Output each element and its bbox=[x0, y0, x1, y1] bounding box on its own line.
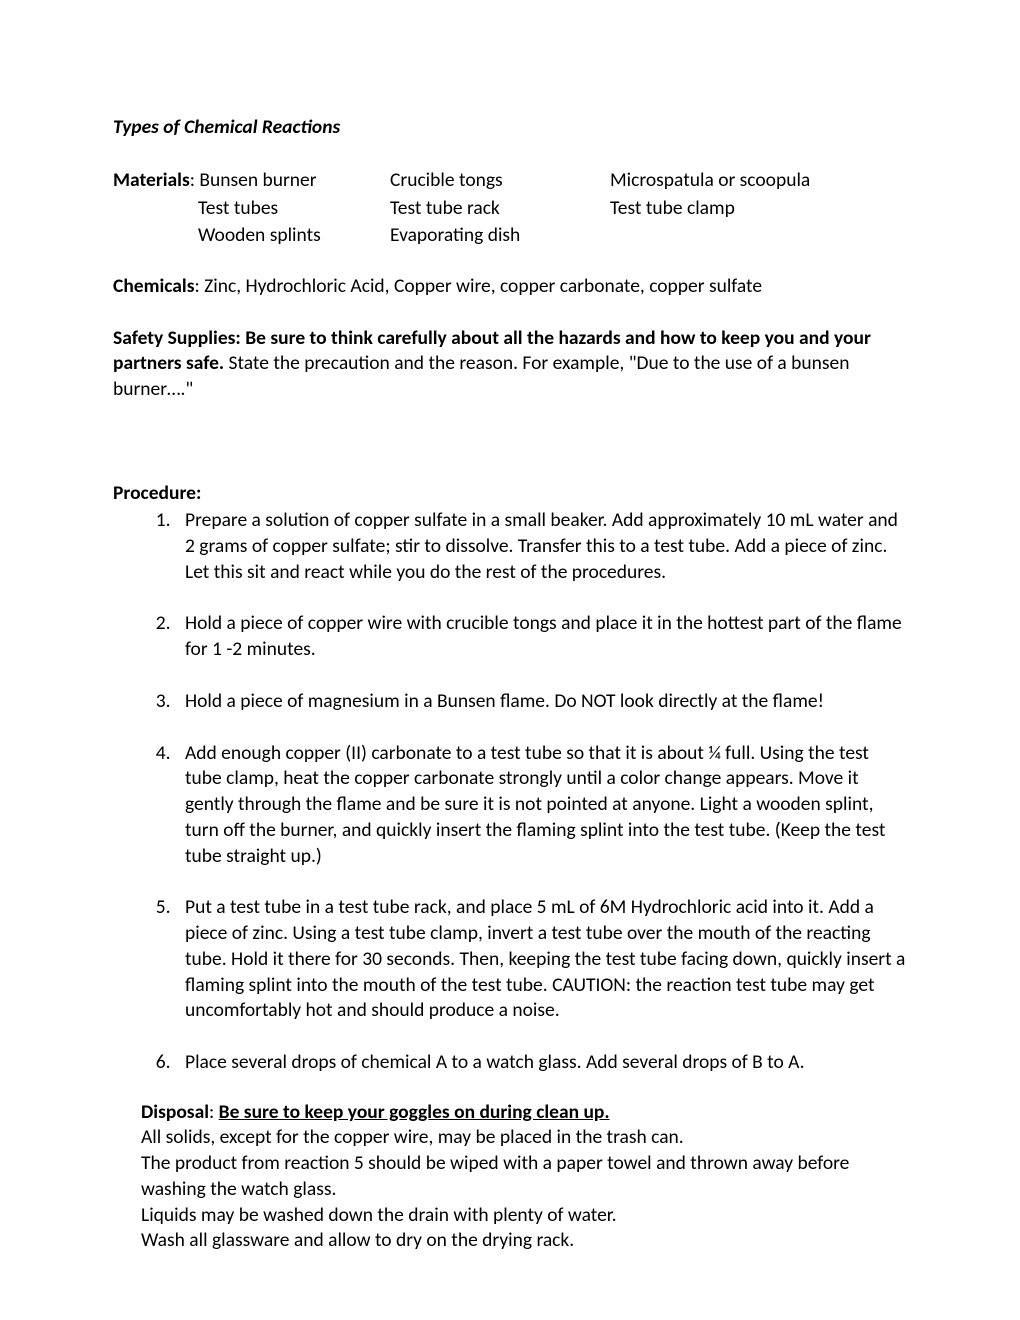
safety-section: Safety Supplies: Be sure to think carefu… bbox=[113, 326, 907, 403]
disposal-underlined: Be sure to keep your goggles on during c… bbox=[219, 1100, 610, 1124]
materials-row-1: Materials: Bunsen burner Crucible tongs … bbox=[113, 168, 907, 193]
colon: : bbox=[196, 481, 201, 505]
materials-row-2: Test tubes Test tube rack Test tube clam… bbox=[113, 196, 907, 221]
materials-item: Test tube rack bbox=[390, 196, 610, 221]
materials-row-3: Wooden splints Evaporating dish bbox=[113, 223, 907, 248]
materials-item: Evaporating dish bbox=[390, 223, 610, 248]
procedure-step: Put a test tube in a test tube rack, and… bbox=[175, 895, 907, 1024]
materials-item: Test tubes bbox=[198, 196, 390, 221]
materials-item bbox=[610, 223, 907, 248]
procedure-label-text: Procedure bbox=[113, 481, 196, 505]
disposal-label: Disposal bbox=[141, 1100, 209, 1124]
procedure-step: Prepare a solution of copper sulfate in … bbox=[175, 508, 907, 585]
materials-col1: Materials: Bunsen burner bbox=[113, 168, 390, 193]
safety-text: State the precaution and the reason. For… bbox=[113, 351, 849, 401]
materials-section: Materials: Bunsen burner Crucible tongs … bbox=[113, 168, 907, 248]
procedure-list: Prepare a solution of copper sulfate in … bbox=[113, 508, 907, 1075]
colon: : bbox=[209, 1100, 219, 1124]
disposal-section: Disposal: Be sure to keep your goggles o… bbox=[141, 1100, 907, 1254]
document-title: Types of Chemical Reactions bbox=[113, 115, 907, 140]
materials-item: Crucible tongs bbox=[390, 168, 610, 193]
materials-item: Wooden splints bbox=[198, 223, 390, 248]
materials-item: Test tube clamp bbox=[610, 196, 907, 221]
procedure-step: Hold a piece of magnesium in a Bunsen fl… bbox=[175, 689, 907, 715]
disposal-line: Liquids may be washed down the drain wit… bbox=[141, 1203, 907, 1229]
procedure-step: Add enough copper (II) carbonate to a te… bbox=[175, 741, 907, 870]
procedure-step: Place several drops of chemical A to a w… bbox=[175, 1050, 907, 1076]
chemicals-section: Chemicals: Zinc, Hydrochloric Acid, Copp… bbox=[113, 274, 907, 299]
chemicals-text: : Zinc, Hydrochloric Acid, Copper wire, … bbox=[195, 274, 763, 298]
materials-item: Microspatula or scoopula bbox=[610, 168, 907, 193]
disposal-line: All solids, except for the copper wire, … bbox=[141, 1125, 907, 1151]
procedure-step: Hold a piece of copper wire with crucibl… bbox=[175, 611, 907, 662]
disposal-line: The product from reaction 5 should be wi… bbox=[141, 1151, 907, 1202]
materials-label: Materials bbox=[113, 168, 190, 192]
disposal-header: Disposal: Be sure to keep your goggles o… bbox=[141, 1100, 907, 1126]
materials-item: Bunsen burner bbox=[199, 168, 316, 192]
chemicals-label: Chemicals bbox=[113, 274, 195, 298]
procedure-label: Procedure: bbox=[113, 481, 907, 506]
materials-item: : bbox=[190, 168, 200, 192]
document-page: Types of Chemical Reactions Materials: B… bbox=[0, 0, 1020, 1254]
disposal-line: Wash all glassware and allow to dry on t… bbox=[141, 1228, 907, 1254]
